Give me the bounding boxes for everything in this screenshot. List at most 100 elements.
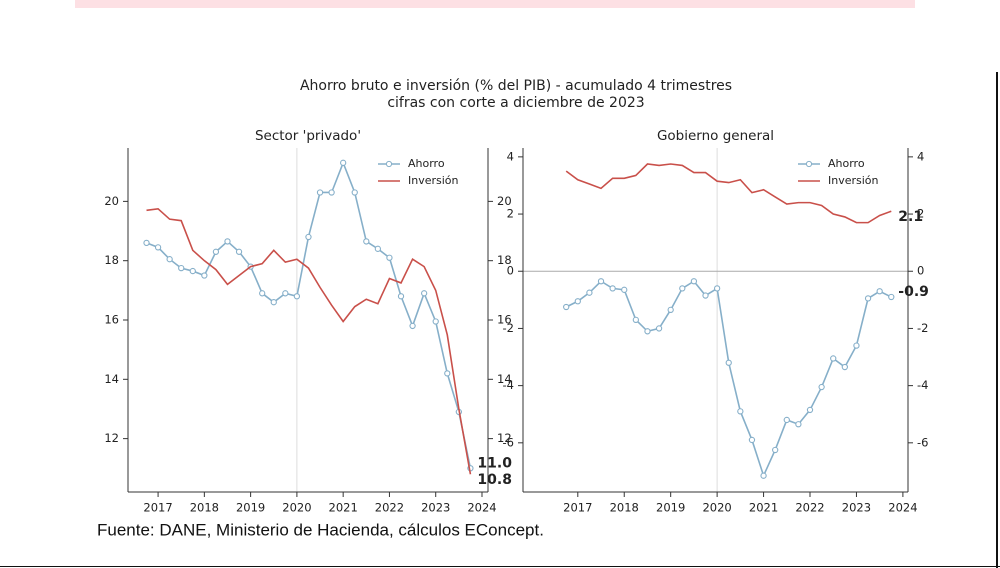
- y-tick-label: -4: [503, 378, 514, 392]
- point: [563, 303, 570, 311]
- y-tick-label: 4: [917, 149, 924, 163]
- end-label: 11.0: [477, 455, 512, 471]
- x-tick-label: 2020: [282, 501, 311, 515]
- y-tick-label: 12: [104, 431, 119, 445]
- x-tick-label: 2017: [143, 501, 172, 515]
- point: [702, 292, 709, 299]
- y-tick-label: 2: [917, 207, 924, 221]
- point: [621, 286, 628, 293]
- y-tick-label: 12: [497, 431, 512, 445]
- point: [841, 363, 848, 371]
- point: [259, 290, 266, 297]
- legend-marker: [805, 160, 813, 168]
- y-tick-label: 14: [104, 372, 119, 386]
- panel-title: Gobierno general: [657, 128, 774, 144]
- end-label: 10.8: [477, 472, 512, 488]
- y-tick-label: 4: [507, 149, 514, 163]
- point: [725, 359, 732, 366]
- point: [201, 272, 208, 279]
- point: [305, 233, 312, 241]
- series-line: [565, 163, 892, 224]
- point: [864, 295, 872, 302]
- y-tick-label: -4: [917, 378, 928, 392]
- end-label: -0.9: [898, 284, 929, 300]
- y-tick-label: 20: [497, 194, 512, 208]
- x-tick-label: 2021: [329, 501, 358, 515]
- legend-label: Ahorro: [408, 157, 445, 170]
- y-tick-label: 18: [497, 253, 512, 267]
- point: [644, 328, 651, 335]
- point: [632, 316, 640, 324]
- point: [397, 293, 405, 300]
- x-tick-label: 2018: [190, 501, 219, 515]
- x-tick-label: 2019: [656, 501, 685, 515]
- series-line: [146, 207, 472, 475]
- point: [351, 189, 358, 196]
- y-tick-label: -2: [917, 321, 928, 335]
- point: [143, 239, 150, 247]
- x-tick-label: 2018: [610, 501, 639, 515]
- point: [363, 238, 370, 245]
- point: [224, 238, 231, 245]
- legend-label: Ahorro: [828, 157, 865, 170]
- y-tick-label: 20: [104, 194, 119, 208]
- y-tick-label: 14: [497, 372, 512, 386]
- point: [748, 436, 756, 444]
- x-tick-label: 2022: [375, 501, 404, 515]
- x-tick-label: 2023: [421, 501, 450, 515]
- x-tick-label: 2021: [749, 501, 778, 515]
- point: [772, 446, 779, 454]
- point: [830, 355, 837, 362]
- y-tick-label: 16: [497, 313, 512, 327]
- point: [386, 254, 393, 261]
- point: [795, 421, 802, 428]
- panel-title: Sector 'privado': [255, 128, 361, 144]
- point: [444, 370, 451, 377]
- y-tick-label: -6: [503, 435, 514, 449]
- point: [154, 244, 162, 251]
- end-label: 2.1: [898, 209, 923, 225]
- point: [432, 318, 439, 325]
- point: [853, 342, 860, 349]
- point: [818, 383, 825, 391]
- point: [420, 290, 428, 297]
- y-tick-label: 16: [104, 313, 119, 327]
- x-tick-label: 2024: [888, 501, 917, 515]
- point: [737, 408, 744, 415]
- y-tick-label: 0: [507, 264, 514, 278]
- y-tick-label: -6: [917, 435, 928, 449]
- point: [328, 189, 335, 196]
- point: [783, 416, 790, 424]
- x-tick-label: 2019: [236, 501, 265, 515]
- point: [888, 293, 895, 301]
- x-tick-label: 2022: [795, 501, 824, 515]
- point: [574, 298, 581, 305]
- point: [189, 267, 196, 275]
- legend-label: Inversión: [828, 174, 879, 187]
- point: [679, 285, 686, 292]
- x-tick-label: 2017: [563, 501, 592, 515]
- subtitle: cifras con corte a diciembre de 2023: [387, 95, 644, 111]
- point: [374, 245, 382, 252]
- point: [655, 325, 663, 332]
- source: Fuente: DANE, Ministerio de Hacienda, cá…: [97, 520, 544, 539]
- point: [713, 285, 721, 292]
- point: [806, 406, 814, 414]
- point: [586, 289, 593, 296]
- point: [212, 248, 220, 255]
- y-tick-label: 0: [917, 264, 924, 278]
- point: [667, 306, 674, 313]
- point: [597, 278, 605, 285]
- point: [609, 285, 616, 292]
- point: [270, 299, 277, 306]
- point: [316, 189, 324, 196]
- legend-marker: [385, 160, 393, 168]
- point: [760, 472, 767, 479]
- y-tick-label: -2: [503, 321, 514, 335]
- x-tick-label: 2024: [467, 501, 496, 515]
- point: [690, 278, 698, 285]
- point: [178, 264, 185, 272]
- point: [282, 290, 289, 297]
- legend-label: Inversión: [408, 174, 459, 187]
